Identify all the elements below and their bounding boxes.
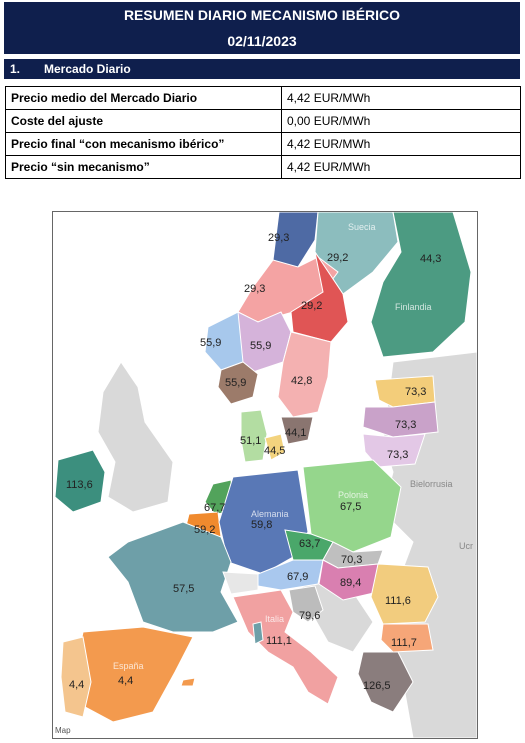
price-label-se2: 29,2 [301, 300, 322, 312]
region-ro [370, 563, 439, 625]
price-label-fr: 57,5 [173, 583, 194, 595]
region-se4 [280, 416, 314, 445]
region-pt [60, 636, 92, 718]
price-label-gr: 126,5 [363, 680, 391, 692]
map-attribution: Map [55, 726, 71, 735]
country-label-ucrania: Ucr [459, 541, 473, 551]
region-gr [357, 651, 414, 713]
table-row: Precio medio del Mercado Diario 4,42 EUR… [5, 86, 521, 110]
region-ie [54, 449, 106, 513]
price-label-sk: 70,3 [341, 554, 362, 566]
row-value: 4,42 EUR/MWh [281, 86, 521, 110]
price-label-dk2: 44,5 [264, 445, 285, 457]
country-label-finlandia: Finlandia [395, 302, 432, 312]
row-value: 4,42 EUR/MWh [281, 155, 521, 179]
report-header: RESUMEN DIARIO MECANISMO IBÉRICO 02/11/2… [4, 2, 520, 54]
region-it [232, 589, 339, 705]
region-fr [107, 521, 239, 633]
price-summary-table: Precio medio del Mercado Diario 4,42 EUR… [5, 86, 521, 179]
region-lv [362, 401, 439, 438]
region-balearic [180, 677, 196, 687]
row-value: 0,00 EUR/MWh [281, 109, 521, 133]
price-label-se3: 42,8 [291, 375, 312, 387]
row-label: Precio final “con mecanismo ibérico” [5, 132, 282, 156]
price-label-no2: 55,9 [225, 377, 246, 389]
price-label-ro: 111,6 [385, 595, 411, 607]
report-title: RESUMEN DIARIO MECANISMO IBÉRICO [123, 7, 401, 23]
region-si [288, 585, 324, 623]
country-label-bielorrusia: Bielorrusia [410, 479, 453, 489]
table-row: Coste del ajuste 0,00 EUR/MWh [5, 109, 521, 133]
row-value: 4,42 EUR/MWh [281, 132, 521, 156]
price-label-no5: 55,9 [200, 337, 221, 349]
price-label-no3: 29,3 [244, 283, 265, 295]
price-label-lv: 73,3 [395, 419, 416, 431]
region-grey-uk [97, 361, 174, 513]
row-label: Precio medio del Mercado Diario [5, 86, 282, 110]
price-label-it: 111,1 [266, 635, 292, 647]
section-title: Mercado Diario [44, 62, 131, 76]
price-label-de: 59,8 [251, 519, 272, 531]
europe-price-map: Suecia Finlandia Bielorrusia Alemania Po… [52, 211, 478, 739]
price-label-pl: 67,5 [340, 501, 361, 513]
region-corsica [252, 621, 264, 645]
price-label-se1: 29,2 [327, 252, 348, 264]
region-no2 [217, 361, 259, 405]
region-dk1 [240, 409, 268, 463]
price-label-no4: 29,3 [268, 232, 289, 244]
price-label-cz: 63,7 [299, 538, 320, 550]
country-label-alemania: Alemania [251, 509, 289, 519]
region-dk2 [264, 433, 286, 461]
price-label-se4: 44,1 [285, 427, 306, 439]
row-label: Coste del ajuste [5, 109, 282, 133]
price-label-lt: 73,3 [387, 449, 408, 461]
table-row: Precio “sin mecanismo” 4,42 EUR/MWh [5, 155, 521, 179]
price-label-nl: 67,7 [204, 502, 225, 514]
region-fi [370, 212, 472, 358]
price-label-pt: 4,4 [69, 679, 84, 691]
price-label-si: 79,6 [299, 610, 320, 622]
region-es [74, 626, 194, 723]
price-label-fi: 44,3 [420, 253, 441, 265]
price-label-bg: 111,7 [391, 637, 417, 649]
price-label-es: 4,4 [118, 675, 133, 687]
region-lt [362, 433, 426, 468]
price-label-be: 59,2 [194, 524, 215, 536]
price-label-no1: 55,9 [250, 340, 271, 352]
country-label-italia: Italia [265, 614, 284, 624]
country-label-polonia: Polonia [338, 490, 368, 500]
country-label-espana: España [113, 661, 144, 671]
region-ch [222, 571, 259, 595]
price-label-ee: 73,3 [405, 386, 426, 398]
report-date: 02/11/2023 [227, 33, 297, 49]
section-bar: 1. Mercado Diario [4, 59, 520, 79]
price-label-dk1: 51,1 [240, 435, 261, 447]
row-label: Precio “sin mecanismo” [5, 155, 282, 179]
price-label-ie: 113,6 [66, 479, 93, 491]
region-se3 [277, 331, 332, 418]
price-label-hu: 89,4 [340, 577, 361, 589]
map-svg: Suecia Finlandia Bielorrusia Alemania Po… [54, 212, 477, 738]
country-label-suecia: Suecia [348, 222, 376, 232]
section-number: 1. [10, 62, 21, 76]
price-label-at: 67,9 [287, 571, 308, 583]
region-bg [380, 623, 434, 653]
table-row: Precio final “con mecanismo ibérico” 4,4… [5, 132, 521, 156]
